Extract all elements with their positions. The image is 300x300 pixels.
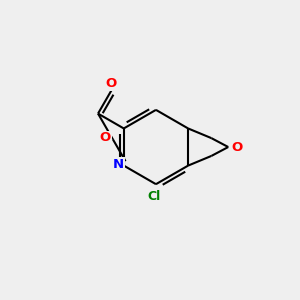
Text: methyl: methyl — [114, 160, 119, 162]
Text: N: N — [113, 158, 124, 171]
Text: O: O — [106, 77, 117, 90]
Text: O: O — [100, 131, 111, 144]
Text: O: O — [231, 140, 242, 154]
Text: Cl: Cl — [148, 190, 161, 202]
